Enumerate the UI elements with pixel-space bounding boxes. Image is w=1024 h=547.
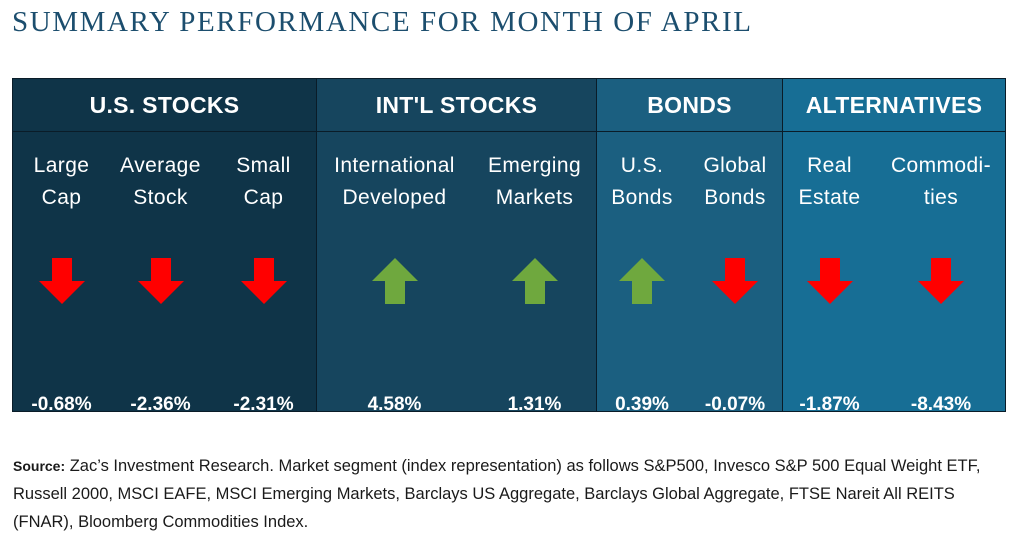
column-label: Large Cap (33, 154, 90, 209)
column-label: Emerging Markets (487, 154, 582, 209)
column-emerging-markets: Emerging Markets 1.31% (472, 132, 597, 415)
arrow-down-icon (806, 258, 853, 304)
column-value: 0.39% (615, 394, 669, 415)
column-label: International Developed (334, 154, 455, 209)
source-text: Zac’s Investment Research. Market segmen… (13, 457, 981, 531)
column-label: Average Stock (120, 154, 201, 209)
section-us-stocks: U.S. STOCKS Large Cap -0.68% Average Sto… (13, 79, 316, 415)
column-value: -2.31% (233, 394, 294, 415)
column-value: -8.43% (910, 394, 972, 415)
column-value: -0.07% (704, 394, 766, 415)
arrow-down-icon (918, 258, 964, 304)
column-international-developed: International Developed 4.58% (317, 132, 472, 415)
column-large-cap: Large Cap -0.68% (13, 132, 110, 415)
column-commodities: Commodi- ties -8.43% (876, 132, 1006, 415)
column-label: Small Cap (236, 154, 291, 209)
section-header: ALTERNATIVES (783, 79, 1005, 132)
column-real-estate: Real Estate -1.87% (783, 132, 876, 415)
column-label: U.S. Bonds (611, 154, 673, 209)
arrow-down-icon (240, 258, 287, 304)
source-label: Source: (13, 458, 66, 474)
source-note: Source: Zac’s Investment Research. Marke… (13, 452, 1013, 536)
arrow-up-icon (371, 258, 418, 304)
column-value: 4.58% (367, 394, 422, 415)
column-label: Commodi- ties (890, 154, 992, 209)
column-value: -2.36% (130, 394, 191, 415)
column-value: 1.31% (507, 394, 562, 415)
section-header: INT'L STOCKS (317, 79, 596, 132)
arrow-down-icon (137, 258, 184, 304)
arrow-down-icon (712, 258, 758, 304)
section-alternatives: ALTERNATIVES Real Estate -1.87% Commodi-… (782, 79, 1006, 415)
arrow-up-icon (619, 258, 665, 304)
column-label: Real Estate (798, 154, 861, 209)
column-value: -0.68% (31, 394, 92, 415)
section-header: U.S. STOCKS (13, 79, 316, 132)
column-label: Global Bonds (703, 154, 767, 209)
column-average-stock: Average Stock -2.36% (110, 132, 211, 415)
section-bonds: BONDS U.S. Bonds 0.39% Global Bonds -0.0… (596, 79, 783, 415)
section-intl-stocks: INT'L STOCKS International Developed 4.5… (316, 79, 597, 415)
column-value: -1.87% (799, 394, 860, 415)
arrow-up-icon (511, 258, 558, 304)
column-global-bonds: Global Bonds -0.07% (687, 132, 783, 415)
section-header: BONDS (597, 79, 782, 132)
page-title: SUMMARY PERFORMANCE FOR MONTH OF APRIL (12, 6, 753, 38)
performance-table: U.S. STOCKS Large Cap -0.68% Average Sto… (12, 78, 1006, 415)
arrow-down-icon (38, 258, 85, 304)
column-us-bonds: U.S. Bonds 0.39% (597, 132, 687, 415)
column-small-cap: Small Cap -2.31% (211, 132, 316, 415)
